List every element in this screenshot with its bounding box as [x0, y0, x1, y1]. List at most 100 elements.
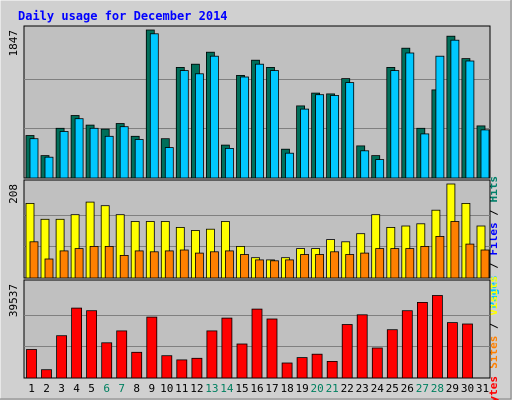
bar-kbytes-day-26 [401, 310, 413, 379]
panel-legend: KBytes [487, 376, 500, 400]
bar-files-day-15 [240, 76, 249, 179]
bar-sites-day-11 [179, 249, 189, 279]
bar-sites-day-3 [59, 250, 69, 279]
bar-sites-day-20 [315, 254, 325, 279]
bar-files-day-18 [285, 152, 294, 179]
bar-sites-day-7 [119, 254, 129, 279]
x-axis-labels: 1 2 3 4 5 6 7 8 9 10 11 12 13 14 15 16 17 18 19 20 21 22 23 24 2… [28, 382, 489, 395]
day-label-24: 24 [371, 382, 385, 395]
day-label-5: 5 [88, 382, 95, 395]
day-label-27: 27 [416, 382, 429, 395]
bar-files-day-28 [435, 55, 445, 179]
bar-kbytes-day-29 [446, 322, 458, 379]
bar-files-day-29 [450, 39, 460, 179]
bar-sites-day-29 [450, 221, 460, 279]
chart-title: Daily usage for December 2014 [18, 9, 228, 23]
bar-sites-day-16 [255, 259, 264, 279]
day-label-4: 4 [73, 382, 80, 395]
bar-sites-day-23 [360, 252, 370, 279]
bar-sites-day-13 [209, 251, 219, 279]
day-label-15: 15 [235, 382, 248, 395]
bar-kbytes-day-22 [341, 324, 353, 379]
bar-files-day-2 [44, 156, 54, 179]
bar-sites-day-14 [224, 250, 234, 279]
bar-files-day-17 [270, 70, 279, 179]
bar-files-day-21 [330, 95, 340, 179]
bar-kbytes-day-1 [26, 349, 37, 379]
day-label-23: 23 [356, 382, 369, 395]
day-label-8: 8 [133, 382, 140, 395]
panel-kbytes: 39537 KBytes [7, 279, 500, 400]
bar-kbytes-day-28 [431, 295, 443, 379]
day-label-18: 18 [280, 382, 293, 395]
bar-kbytes-day-12 [191, 357, 203, 379]
panel-max-label: 208 [7, 184, 20, 204]
bar-kbytes-day-7 [116, 330, 128, 379]
bar-files-day-4 [74, 118, 84, 179]
bar-files-day-6 [104, 135, 114, 179]
bar-files-day-25 [390, 70, 400, 179]
bar-kbytes-day-8 [131, 351, 143, 379]
bar-files-day-7 [119, 126, 129, 179]
bar-files-day-5 [89, 127, 99, 179]
bar-sites-day-31 [480, 249, 490, 279]
bar-kbytes-day-24 [371, 347, 383, 379]
panel-max-label: 39537 [7, 284, 20, 317]
bar-kbytes-day-30 [462, 323, 473, 379]
bar-kbytes-day-3 [56, 335, 67, 379]
bar-kbytes-day-15 [236, 343, 248, 379]
day-label-6: 6 [103, 382, 110, 395]
day-label-1: 1 [28, 382, 35, 395]
bar-files-day-27 [420, 133, 430, 179]
bar-kbytes-day-16 [251, 308, 263, 379]
bar-kbytes-day-18 [281, 362, 293, 379]
bar-sites-day-9 [149, 251, 159, 279]
bar-sites-day-4 [74, 248, 84, 279]
bar-files-day-20 [315, 94, 325, 179]
day-label-17: 17 [265, 382, 278, 395]
bar-files-day-31 [480, 129, 490, 179]
day-label-7: 7 [118, 382, 125, 395]
bar-kbytes-day-21 [326, 360, 338, 379]
day-label-22: 22 [341, 382, 354, 395]
bar-kbytes-day-17 [266, 318, 278, 379]
bar-files-day-30 [465, 60, 475, 179]
bar-files-day-16 [255, 63, 264, 179]
bar-kbytes-day-13 [206, 330, 218, 379]
panel-max-label: 1847 [7, 30, 20, 57]
day-label-31: 31 [476, 382, 489, 395]
day-label-9: 9 [148, 382, 155, 395]
bar-files-day-13 [209, 55, 219, 179]
day-label-25: 25 [386, 382, 399, 395]
bar-kbytes-day-6 [101, 342, 113, 379]
day-label-30: 30 [461, 382, 474, 395]
bar-kbytes-day-25 [386, 329, 398, 379]
bar-sites-day-22 [345, 254, 355, 279]
bar-sites-day-17 [270, 260, 279, 279]
bar-sites-day-1 [29, 241, 39, 279]
bar-files-day-19 [300, 108, 310, 179]
bar-kbytes-day-27 [416, 301, 428, 379]
bar-files-day-24 [375, 159, 385, 179]
day-label-3: 3 [58, 382, 65, 395]
day-label-2: 2 [43, 382, 50, 395]
bar-kbytes-day-11 [176, 359, 188, 379]
day-label-19: 19 [295, 382, 308, 395]
bar-files-day-23 [360, 150, 370, 179]
day-label-26: 26 [401, 382, 414, 395]
bar-kbytes-day-4 [71, 307, 82, 379]
day-label-29: 29 [446, 382, 459, 395]
bar-sites-day-25 [390, 248, 400, 279]
day-label-10: 10 [160, 382, 173, 395]
bar-files-day-12 [194, 73, 204, 179]
bar-files-day-22 [345, 82, 355, 179]
bar-sites-day-27 [420, 245, 430, 279]
bar-kbytes-day-20 [311, 353, 323, 379]
bar-sites-day-28 [435, 235, 445, 279]
day-label-11: 11 [175, 382, 188, 395]
bar-sites-day-10 [164, 250, 174, 279]
bar-kbytes-day-9 [146, 316, 158, 379]
